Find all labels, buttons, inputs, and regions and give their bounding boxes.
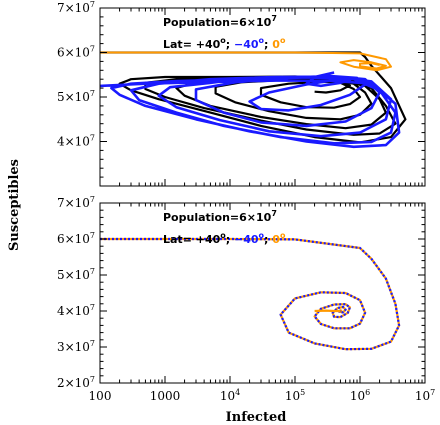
lat-prefix: Lat= <box>163 233 196 246</box>
tick-exponent: 7 <box>90 45 95 54</box>
tick-exponent: 7 <box>90 303 95 312</box>
population-annotation: Population=6×107 <box>163 209 277 224</box>
series-group <box>100 237 401 351</box>
legend-separator: ; <box>226 233 234 246</box>
legend-south: −40 <box>234 38 259 51</box>
tick-base: 6×10 <box>57 46 90 60</box>
legend-separator: ; <box>264 233 272 246</box>
tick-exponent: 7 <box>90 267 95 276</box>
legend-equator: 0 <box>272 233 280 246</box>
tick-exponent: 7 <box>90 134 95 143</box>
legend-equator: 0 <box>272 38 280 51</box>
degree-mark: o <box>280 36 286 45</box>
x-tick-label: 105 <box>285 388 305 403</box>
tick-exponent: 7 <box>90 195 95 204</box>
tick-base: 5×10 <box>57 268 90 282</box>
legend-north: +40 <box>196 38 221 51</box>
tick-base: 3×10 <box>57 340 90 354</box>
latitude-legend: Lat= +40o; −40o; 0o <box>163 231 286 246</box>
legend-separator: ; <box>264 38 272 51</box>
tick-exponent: 7 <box>271 209 277 218</box>
tick-exponent: 4 <box>235 388 240 397</box>
tick-base: 5×10 <box>57 90 90 104</box>
y-tick-label: 7×107 <box>57 195 95 210</box>
tick-base: Population=6×10 <box>163 211 272 224</box>
tick-base: Population=6×10 <box>163 16 272 29</box>
degree-mark: o <box>220 231 226 240</box>
tick-base: 10 <box>285 389 300 403</box>
tick-exponent: 5 <box>300 388 305 397</box>
degree-mark: o <box>280 231 286 240</box>
tick-exponent: 6 <box>365 388 370 397</box>
tick-base: 4×10 <box>57 304 90 318</box>
x-axis-label: Infected <box>226 410 287 425</box>
x-tick-label: 1000 <box>150 389 181 403</box>
tick-exponent: 7 <box>90 0 95 9</box>
degree-mark: o <box>220 36 226 45</box>
y-axis-label: Susceptibles <box>7 159 22 251</box>
tick-exponent: 7 <box>90 339 95 348</box>
y-tick-label: 7×107 <box>57 0 95 15</box>
x-tick-label: 100 <box>89 389 112 403</box>
top-panel: 4×1075×1076×1077×107Population=6×107Lat=… <box>57 0 426 187</box>
tick-base: 4×10 <box>57 135 90 149</box>
lat-prefix: Lat= <box>163 38 196 51</box>
tick-base: 7×10 <box>57 1 90 15</box>
legend-north: +40 <box>196 233 221 246</box>
tick-base: 10 <box>415 389 430 403</box>
tick-base: 6×10 <box>57 232 90 246</box>
y-tick-label: 6×107 <box>57 231 95 246</box>
tick-base: 2×10 <box>57 376 90 390</box>
plot-frame <box>99 202 426 384</box>
tick-exponent: 7 <box>90 89 95 98</box>
legend-south: −40 <box>234 233 259 246</box>
y-tick-label: 2×107 <box>57 375 95 390</box>
series-line-equator <box>100 237 401 351</box>
population-annotation: Population=6×107 <box>163 14 277 29</box>
tick-exponent: 7 <box>90 375 95 384</box>
degree-mark: o <box>259 231 265 240</box>
y-tick-label: 4×107 <box>57 303 95 318</box>
series-group <box>100 51 407 149</box>
y-tick-label: 5×107 <box>57 267 95 282</box>
x-tick-label: 107 <box>415 388 435 403</box>
legend-separator: ; <box>226 38 234 51</box>
y-tick-label: 3×107 <box>57 339 95 354</box>
x-tick-label: 106 <box>350 388 370 403</box>
series-line-south <box>100 71 401 149</box>
y-tick-label: 6×107 <box>57 45 95 60</box>
tick-base: 10 <box>350 389 365 403</box>
series-line-south <box>100 237 401 351</box>
latitude-legend: Lat= +40o; −40o; 0o <box>163 36 286 51</box>
y-tick-label: 5×107 <box>57 89 95 104</box>
tick-base: 10 <box>220 389 235 403</box>
tick-base: 7×10 <box>57 196 90 210</box>
tick-exponent: 7 <box>271 14 277 23</box>
tick-exponent: 7 <box>430 388 435 397</box>
y-tick-label: 4×107 <box>57 134 95 149</box>
degree-mark: o <box>259 36 265 45</box>
x-tick-label: 104 <box>220 388 240 403</box>
series-line-equator <box>100 51 392 72</box>
tick-exponent: 7 <box>90 231 95 240</box>
